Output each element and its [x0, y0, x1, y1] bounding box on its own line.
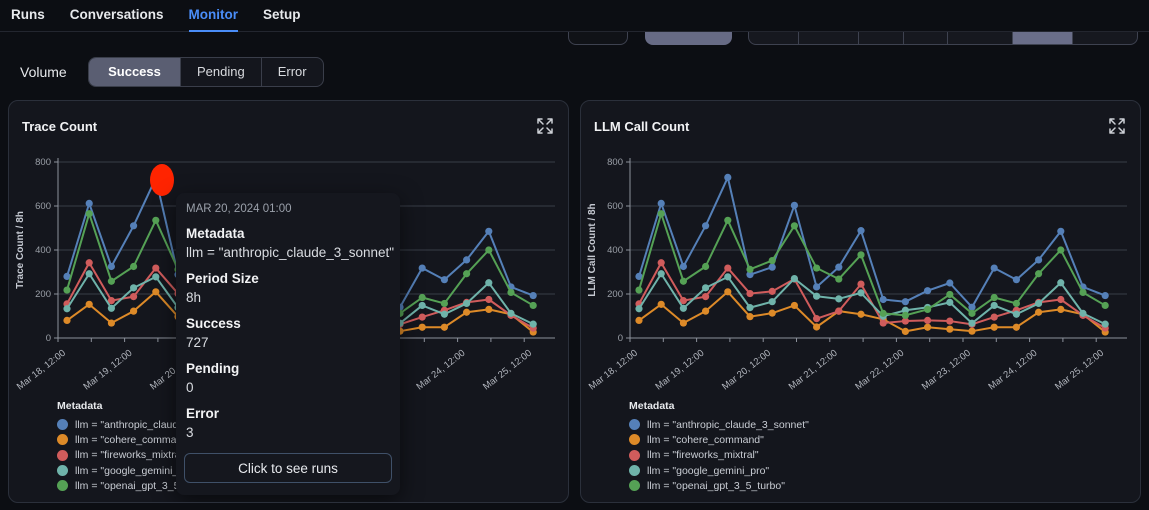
trace-count-panel: Trace Count 0 200 400 600 800 Mar 18, 12:00 Ma… — [8, 100, 569, 503]
time-range-segment-1[interactable] — [749, 20, 799, 44]
tab-error[interactable]: Error — [277, 64, 307, 79]
svg-text:200: 200 — [35, 289, 51, 300]
tooltip-row-value: 727 — [186, 335, 209, 350]
panel-title: Trace Count — [22, 119, 98, 134]
tab-conversations[interactable]: Conversations — [69, 6, 164, 22]
series-color-dot — [629, 434, 640, 446]
series-color-dot — [629, 465, 640, 477]
svg-text:Mar 24, 12:00: Mar 24, 12:00 — [986, 348, 1039, 393]
expand-arrows-icon[interactable] — [1106, 115, 1128, 137]
tab-monitor[interactable]: Monitor — [188, 0, 238, 32]
series-color-dot — [57, 480, 68, 492]
series-color-dot — [629, 449, 640, 461]
tooltip-row-label: Success — [186, 316, 241, 331]
svg-text:600: 600 — [35, 201, 51, 212]
llm-call-count-legend: Metadata llm = "anthropic_claude_3_sonne… — [629, 400, 809, 493]
click-to-see-runs-button[interactable]: Click to see runs — [184, 453, 392, 483]
svg-text:600: 600 — [607, 201, 623, 212]
series-color-dot — [629, 480, 640, 492]
main-nav: Runs Conversations Monitor Setup — [0, 0, 1149, 32]
legend-item-openai[interactable]: llm = "openai_gpt_3_5_turbo" — [629, 478, 809, 493]
time-range-segment-3[interactable] — [859, 20, 904, 44]
legend-item-anthropic[interactable]: llm = "anthropic_claude_3_sonnet" — [629, 417, 809, 432]
tab-runs[interactable]: Runs — [11, 6, 45, 22]
legend-item-fireworks[interactable]: llm = "fireworks_mixtral" — [57, 448, 237, 463]
svg-text:Mar 18, 12:00: Mar 18, 12:00 — [15, 348, 68, 393]
tooltip-row-value: llm = "anthropic_claude_3_sonnet" — [186, 245, 395, 260]
series-color-dot — [57, 419, 68, 431]
tooltip-row-label: Error — [186, 406, 220, 421]
legend-item-fireworks[interactable]: llm = "fireworks_mixtral" — [629, 448, 809, 463]
highlighted-data-point[interactable] — [150, 164, 174, 196]
svg-text:LLM Call Count / 8h: LLM Call Count / 8h — [587, 203, 598, 296]
tooltip-row-value: 8h — [186, 290, 202, 305]
svg-text:400: 400 — [35, 245, 51, 256]
svg-text:0: 0 — [46, 333, 51, 344]
svg-text:Mar 22, 12:00: Mar 22, 12:00 — [853, 348, 906, 393]
llm-call-count-chart[interactable]: 0 200 400 600 800 Mar 18, 12:00 Mar 19, 12:00 M… — [581, 101, 1141, 401]
svg-text:800: 800 — [35, 157, 51, 168]
svg-text:800: 800 — [607, 157, 623, 168]
datapoint-tooltip: MAR 20, 2024 01:00 Metadata llm = "anthr… — [176, 193, 400, 495]
volume-status-tabs: Success Pending Error — [88, 57, 324, 87]
tab-pending[interactable]: Pending — [181, 58, 262, 86]
tab-setup[interactable]: Setup — [263, 6, 301, 22]
svg-text:Mar 23, 12:00: Mar 23, 12:00 — [920, 348, 973, 393]
time-range-segment-5[interactable] — [948, 20, 1013, 44]
volume-section-label: Volume — [20, 64, 67, 80]
tooltip-row-value: 0 — [186, 380, 194, 395]
svg-text:Mar 19, 12:00: Mar 19, 12:00 — [81, 348, 134, 393]
tooltip-row-label: Period Size — [186, 271, 259, 286]
tab-success[interactable]: Success — [89, 58, 181, 86]
legend-item-cohere[interactable]: llm = "cohere_command" — [629, 432, 809, 447]
svg-text:Mar 20, 12:00: Mar 20, 12:00 — [720, 348, 773, 393]
svg-text:Trace Count / 8h: Trace Count / 8h — [15, 211, 26, 289]
svg-text:200: 200 — [607, 289, 623, 300]
tooltip-timestamp: MAR 20, 2024 01:00 — [186, 203, 292, 215]
svg-text:Mar 25, 12:00: Mar 25, 12:00 — [481, 348, 534, 393]
svg-text:Mar 18, 12:00: Mar 18, 12:00 — [587, 348, 640, 393]
legend-title: Metadata — [57, 400, 103, 412]
expand-arrows-icon[interactable] — [534, 115, 556, 137]
legend-title: Metadata — [629, 400, 675, 412]
svg-text:Mar 21, 12:00: Mar 21, 12:00 — [787, 348, 840, 393]
time-range-segment-4[interactable] — [904, 20, 948, 44]
tooltip-row-label: Pending — [186, 361, 240, 376]
legend-item-google[interactable]: llm = "google_gemini_pro" — [57, 463, 237, 478]
svg-text:Mar 19, 12:00: Mar 19, 12:00 — [653, 348, 706, 393]
svg-text:Mar 24, 12:00: Mar 24, 12:00 — [414, 348, 467, 393]
series-color-dot — [57, 434, 68, 446]
series-color-dot — [629, 419, 640, 431]
svg-text:0: 0 — [618, 333, 623, 344]
svg-text:Mar 25, 12:00: Mar 25, 12:00 — [1053, 348, 1106, 393]
llm-call-count-panel: LLM Call Count 0 200 400 600 800 Mar 18, 12:0… — [580, 100, 1141, 503]
tooltip-row-label: Metadata — [186, 226, 245, 241]
svg-text:400: 400 — [607, 245, 623, 256]
series-color-dot — [57, 465, 68, 477]
panel-title: LLM Call Count — [594, 119, 690, 134]
series-color-dot — [57, 449, 68, 461]
legend-item-google[interactable]: llm = "google_gemini_pro" — [629, 463, 809, 478]
tooltip-row-value: 3 — [186, 425, 194, 440]
legend-item-cohere[interactable]: llm = "cohere_command" — [57, 432, 237, 447]
time-range-segment-2[interactable] — [799, 20, 859, 44]
